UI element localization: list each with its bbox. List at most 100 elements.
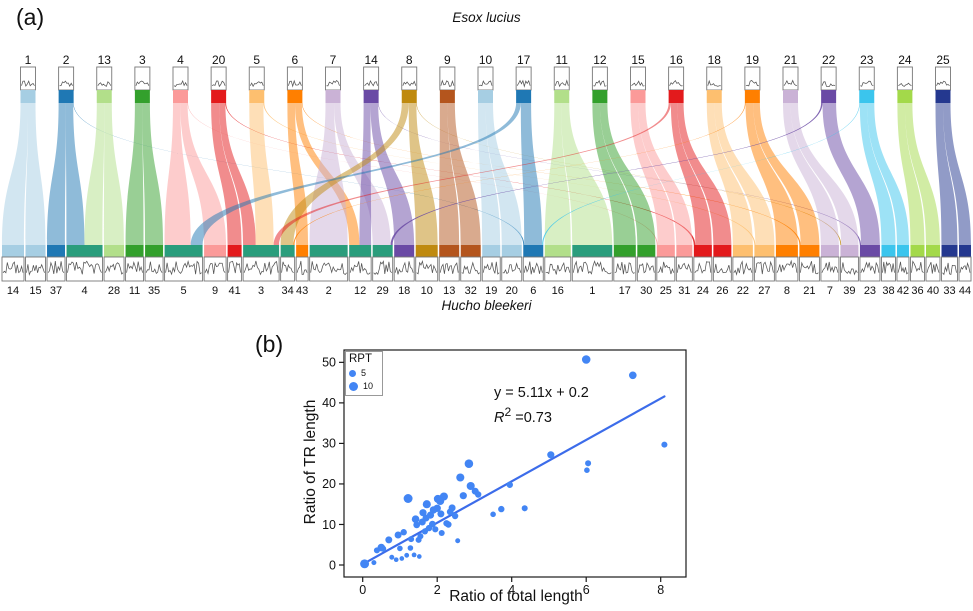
chromosome-top-22: 22	[820, 53, 837, 103]
chromosome-color-band	[309, 245, 348, 257]
y-tick-label: 0	[329, 558, 336, 572]
synteny-ribbon	[670, 103, 712, 245]
chromosome-label: 43	[296, 285, 308, 297]
synteny-ribbon	[142, 103, 164, 245]
chromosome-bottom-22: 22	[732, 245, 754, 297]
chromosome-bottom-11: 11	[125, 245, 145, 297]
scatter-point	[403, 494, 413, 503]
chromosome-label: 17	[517, 53, 531, 67]
chromosome-label: 24	[898, 53, 912, 67]
chromosome-box	[103, 256, 125, 282]
scatter-point	[389, 554, 395, 560]
chromosome-box	[859, 256, 881, 282]
chromosome-label: 8	[784, 285, 790, 297]
chromosome-label: 20	[506, 285, 518, 297]
scatter-point	[521, 505, 528, 512]
y-tick-label: 20	[322, 477, 336, 491]
chromosome-color-band	[134, 90, 150, 103]
legend-label-large: 10	[363, 381, 374, 391]
chromosome-label: 11	[129, 285, 140, 297]
density-curve	[126, 261, 143, 273]
chromosome-box	[372, 256, 394, 282]
chromosome-color-band	[941, 245, 958, 257]
legend-label-small: 5	[361, 368, 367, 378]
synteny-ribbon	[542, 103, 860, 245]
density-curve	[959, 261, 971, 273]
scatter-point	[464, 459, 474, 468]
chromosome-color-band	[693, 245, 712, 257]
density-curve	[502, 262, 522, 275]
synteny-ribbon	[592, 103, 636, 245]
scatter-point	[419, 509, 427, 517]
chromosome-bottom-39: 39	[839, 245, 859, 297]
chromosome-label: 13	[443, 285, 455, 297]
chromosome-bottom-24: 24	[693, 245, 713, 297]
scatter-point	[506, 481, 513, 488]
chromosome-label: 1	[589, 285, 595, 297]
density-curve	[145, 261, 163, 275]
chromosome-box	[242, 256, 280, 282]
chromosome-top-15: 15	[630, 53, 646, 103]
scatter-points	[360, 355, 668, 569]
regression-annotation: y = 5.11x + 0.2 R2 =0.73	[494, 384, 589, 428]
scatter-point	[380, 545, 387, 552]
synteny-ribbon	[125, 103, 144, 245]
chromosome-color-band	[821, 90, 837, 103]
scatter-point	[429, 520, 436, 528]
synteny-ribbon	[447, 103, 481, 245]
scatter-point	[437, 510, 445, 518]
chromosome-bottom-18: 18	[393, 245, 415, 297]
plot-frame	[343, 349, 687, 578]
chromosome-color-band	[415, 245, 438, 257]
synteny-ribbon	[485, 103, 522, 245]
chromosome-box	[675, 256, 693, 282]
scatter-point	[404, 552, 410, 558]
synteny-ribbon	[783, 103, 839, 245]
chromosome-bottom-12: 12	[348, 245, 372, 297]
density-curve	[364, 79, 378, 87]
chromosome-top-7: 7	[325, 53, 341, 103]
synteny-ribbon	[2, 103, 28, 245]
chromosome-label: 41	[228, 285, 240, 297]
chromosome-color-band	[554, 90, 570, 103]
chromosome-color-band	[287, 90, 303, 103]
synteny-ribbon	[677, 103, 732, 245]
chromosome-label: 3	[139, 53, 146, 67]
chromosome-color-band	[325, 90, 341, 103]
synteny-ribbon	[638, 103, 693, 245]
chromosome-label: 44	[959, 285, 971, 297]
chromosome-color-band	[104, 245, 125, 257]
scatter-point	[456, 473, 465, 482]
chromosome-label: 15	[631, 53, 645, 67]
chromosome-box	[613, 256, 637, 282]
x-tick-label: 4	[508, 583, 515, 597]
density-curve	[637, 261, 655, 274]
chromosome-top-8: 8	[401, 53, 418, 103]
scatter-point	[547, 451, 555, 459]
chromosome-label: 20	[212, 53, 226, 67]
chromosome-box	[460, 256, 482, 282]
y-axis-label: Ratio of TR length	[302, 399, 319, 525]
chromosome-color-band	[401, 90, 417, 103]
legend-item-large: 10	[349, 381, 382, 391]
x-axis-label: Ratio of total length	[449, 588, 583, 605]
chromosome-bottom-21: 21	[798, 245, 820, 297]
chromosome-color-band	[775, 245, 798, 257]
density-curve	[402, 80, 417, 87]
chromosome-box	[958, 256, 972, 282]
density-curve	[326, 79, 340, 87]
chromosome-bottom-38: 38	[881, 245, 896, 297]
chromosome-label: 35	[148, 285, 160, 297]
panel-b-label: (b)	[255, 331, 284, 357]
scatter-point	[475, 491, 482, 498]
synteny-ribbon	[359, 103, 372, 245]
chromosome-color-band	[349, 245, 372, 257]
chromosome-box	[125, 256, 145, 282]
chromosome-label: 16	[552, 285, 564, 297]
synteny-ribbon	[408, 103, 438, 245]
chromosome-label: 25	[936, 53, 950, 67]
chromosome-label: 32	[465, 285, 477, 297]
chromosome-label: 4	[81, 285, 87, 297]
y-tick-label: 40	[322, 396, 336, 410]
